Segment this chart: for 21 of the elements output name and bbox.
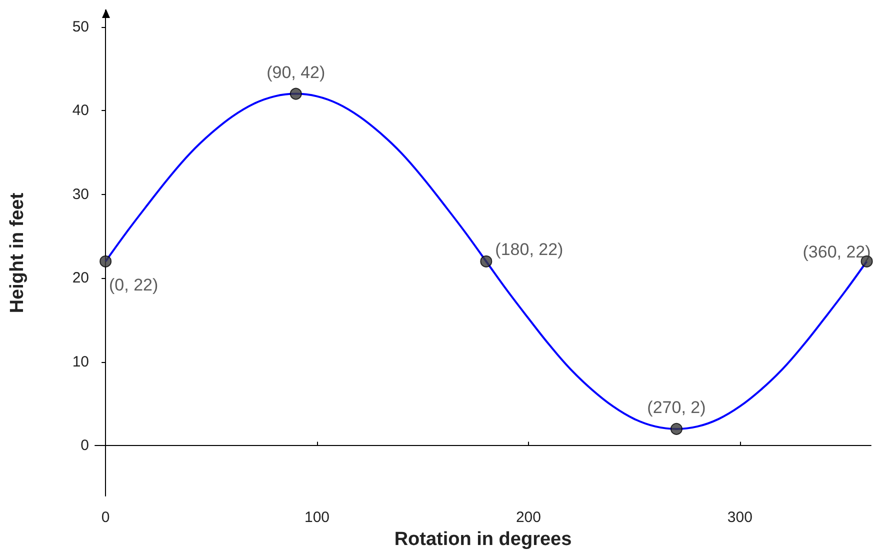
- x-tick-label: 0: [101, 509, 110, 526]
- annotation: (180, 22): [495, 240, 564, 259]
- y-tick-label: 0: [80, 437, 89, 454]
- point: [670, 422, 682, 435]
- y-axis-title: Height in feet: [7, 192, 28, 314]
- annotation: (0, 22): [109, 275, 158, 294]
- annotation: (270, 2): [647, 398, 706, 417]
- y-tick-label: 10: [72, 353, 89, 370]
- point: [480, 255, 492, 268]
- x-tick-label: 300: [727, 509, 752, 526]
- y-tick-label: 50: [72, 18, 89, 36]
- y-tick-label: 30: [72, 186, 89, 203]
- point: [100, 255, 112, 268]
- point: [290, 88, 302, 100]
- x-tick-label: 100: [304, 509, 330, 526]
- annotation: (90, 42): [266, 62, 326, 82]
- x-axis-title: Rotation in degrees: [394, 529, 572, 550]
- y-tick-label: 40: [72, 102, 89, 120]
- x-tick-label: 200: [516, 509, 541, 526]
- annotation: (360, 22): [802, 242, 871, 262]
- y-tick-label: 20: [72, 270, 89, 287]
